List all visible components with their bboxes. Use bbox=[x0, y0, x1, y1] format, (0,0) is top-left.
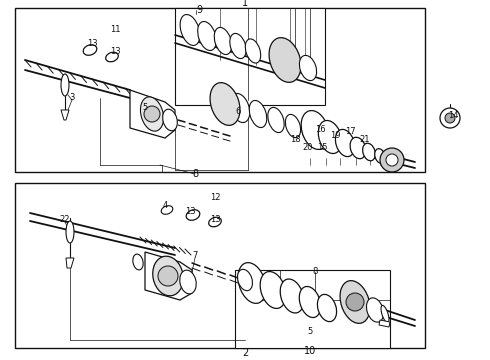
Ellipse shape bbox=[340, 281, 370, 323]
Polygon shape bbox=[145, 252, 192, 300]
Ellipse shape bbox=[133, 254, 143, 270]
Ellipse shape bbox=[180, 270, 196, 294]
Polygon shape bbox=[66, 258, 74, 268]
Ellipse shape bbox=[381, 305, 389, 323]
Ellipse shape bbox=[318, 128, 330, 148]
Ellipse shape bbox=[141, 97, 164, 131]
Ellipse shape bbox=[230, 94, 250, 122]
Ellipse shape bbox=[302, 121, 316, 143]
Ellipse shape bbox=[186, 210, 200, 220]
Ellipse shape bbox=[299, 287, 321, 318]
Ellipse shape bbox=[61, 74, 69, 96]
Text: 1: 1 bbox=[242, 0, 248, 8]
Text: 7: 7 bbox=[192, 251, 197, 260]
Text: 9: 9 bbox=[196, 5, 202, 15]
Ellipse shape bbox=[83, 45, 97, 55]
Ellipse shape bbox=[163, 109, 177, 131]
Ellipse shape bbox=[260, 271, 286, 309]
Circle shape bbox=[346, 293, 364, 311]
Ellipse shape bbox=[318, 121, 342, 153]
Text: 5: 5 bbox=[143, 103, 147, 112]
Text: 14: 14 bbox=[448, 111, 458, 120]
Ellipse shape bbox=[210, 83, 240, 125]
Polygon shape bbox=[235, 270, 390, 348]
Ellipse shape bbox=[153, 256, 183, 296]
Text: 13: 13 bbox=[185, 207, 196, 216]
Circle shape bbox=[445, 113, 455, 123]
Text: 13: 13 bbox=[210, 216, 220, 225]
Circle shape bbox=[380, 148, 404, 172]
Ellipse shape bbox=[230, 33, 246, 59]
Text: 17: 17 bbox=[344, 127, 355, 136]
Ellipse shape bbox=[285, 114, 301, 138]
Text: 13: 13 bbox=[87, 40, 98, 49]
Text: 20: 20 bbox=[303, 143, 313, 152]
Text: 5: 5 bbox=[307, 328, 313, 337]
Ellipse shape bbox=[268, 107, 284, 132]
Circle shape bbox=[158, 266, 178, 286]
Circle shape bbox=[440, 108, 460, 128]
Ellipse shape bbox=[245, 39, 261, 63]
Text: 8: 8 bbox=[312, 267, 318, 276]
Text: 3: 3 bbox=[69, 93, 74, 102]
Ellipse shape bbox=[66, 221, 74, 243]
Ellipse shape bbox=[238, 269, 252, 291]
Ellipse shape bbox=[375, 149, 385, 163]
Ellipse shape bbox=[161, 206, 173, 214]
Text: 13: 13 bbox=[110, 48, 121, 57]
Ellipse shape bbox=[249, 100, 267, 127]
Text: 21: 21 bbox=[360, 135, 370, 144]
Ellipse shape bbox=[214, 27, 232, 55]
Text: 12: 12 bbox=[210, 194, 220, 202]
Ellipse shape bbox=[367, 298, 384, 322]
Ellipse shape bbox=[336, 129, 355, 157]
Text: 8: 8 bbox=[192, 169, 198, 179]
Text: 10: 10 bbox=[304, 346, 316, 356]
Ellipse shape bbox=[363, 143, 375, 161]
Ellipse shape bbox=[269, 38, 301, 82]
Text: 18: 18 bbox=[290, 135, 300, 144]
Polygon shape bbox=[15, 183, 425, 348]
Text: 15: 15 bbox=[317, 144, 327, 153]
Ellipse shape bbox=[106, 52, 118, 62]
Text: 22: 22 bbox=[60, 216, 70, 225]
Ellipse shape bbox=[209, 217, 221, 227]
Ellipse shape bbox=[180, 14, 200, 45]
Ellipse shape bbox=[280, 279, 304, 313]
Circle shape bbox=[386, 154, 398, 166]
Text: 4: 4 bbox=[162, 201, 168, 210]
Polygon shape bbox=[61, 110, 69, 120]
Circle shape bbox=[144, 106, 160, 122]
Text: 19: 19 bbox=[330, 131, 340, 140]
Polygon shape bbox=[130, 90, 175, 138]
Text: 11: 11 bbox=[110, 26, 120, 35]
Ellipse shape bbox=[350, 137, 366, 159]
Ellipse shape bbox=[299, 55, 317, 81]
Text: 2: 2 bbox=[242, 348, 248, 358]
Ellipse shape bbox=[301, 111, 329, 149]
Ellipse shape bbox=[318, 294, 337, 321]
Polygon shape bbox=[379, 320, 390, 327]
Text: 6: 6 bbox=[235, 108, 241, 117]
Polygon shape bbox=[175, 8, 325, 105]
Ellipse shape bbox=[238, 263, 266, 303]
Text: 16: 16 bbox=[315, 126, 325, 135]
Polygon shape bbox=[15, 8, 425, 172]
Ellipse shape bbox=[197, 22, 216, 50]
